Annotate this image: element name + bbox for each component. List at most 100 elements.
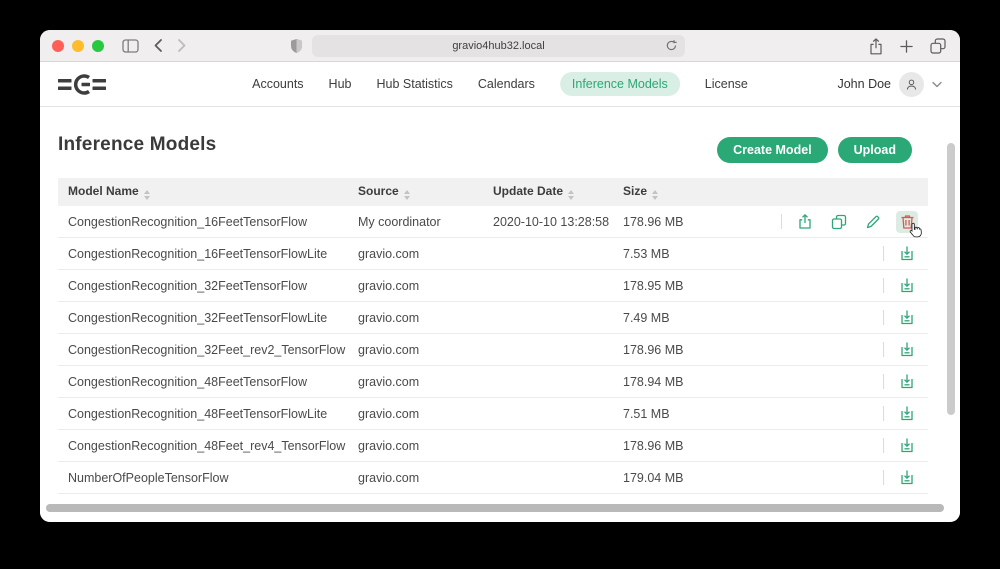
- download-model-button[interactable]: [896, 467, 918, 489]
- action-buttons: Create Model Upload: [717, 137, 912, 163]
- plus-icon: [900, 39, 913, 53]
- cell-model-name: NumberOfPeopleTensorFlow: [68, 470, 229, 485]
- download-model-button[interactable]: [896, 403, 918, 425]
- page-content: Inference Models Create Model Upload Mod…: [40, 107, 960, 521]
- zoom-window-button[interactable]: [92, 39, 104, 52]
- create-model-button[interactable]: Create Model: [717, 137, 828, 163]
- gravio-logo[interactable]: [58, 71, 106, 98]
- action-divider: [883, 278, 884, 293]
- download-model-button[interactable]: [896, 435, 918, 457]
- edit-model-button[interactable]: [862, 211, 884, 233]
- table-row: NumberOfPeopleTensorFlow gravio.com 179.…: [58, 462, 928, 494]
- user-name: John Doe: [837, 77, 891, 91]
- chevron-right-icon: [178, 39, 186, 52]
- nav-tabs: Accounts Hub Hub Statistics Calendars Infere…: [252, 72, 748, 96]
- forward-button[interactable]: [177, 38, 187, 53]
- tab-overview-button[interactable]: [930, 38, 946, 54]
- copy-model-button[interactable]: [828, 211, 850, 233]
- row-actions: [733, 243, 928, 265]
- sort-icon: [403, 190, 410, 200]
- address-bar[interactable]: gravio4hub32.local: [312, 35, 685, 57]
- download-icon: [901, 342, 913, 357]
- new-tab-button[interactable]: [900, 39, 913, 53]
- column-header-size[interactable]: Size: [623, 184, 733, 200]
- cell-size: 178.96 MB: [623, 438, 684, 453]
- row-actions: [733, 435, 928, 457]
- cell-size: 179.04 MB: [623, 470, 684, 485]
- user-menu[interactable]: John Doe: [837, 71, 942, 97]
- row-actions-download: [883, 339, 918, 361]
- url-text: gravio4hub32.local: [452, 40, 545, 52]
- page-title: Inference Models: [58, 134, 217, 155]
- row-actions: [733, 403, 928, 425]
- row-actions-download: [883, 307, 918, 329]
- nav-tab[interactable]: Inference Models: [559, 72, 680, 96]
- action-divider: [883, 406, 884, 421]
- nav-tab[interactable]: License: [704, 77, 748, 91]
- nav-tab[interactable]: Accounts: [252, 77, 304, 91]
- cell-source: My coordinator: [358, 214, 441, 229]
- download-model-button[interactable]: [896, 339, 918, 361]
- sort-icon: [143, 190, 150, 200]
- vertical-scrollbar[interactable]: [947, 143, 955, 415]
- cell-model-name: CongestionRecognition_48FeetTensorFlowLi…: [68, 406, 328, 421]
- cell-source: gravio.com: [358, 374, 420, 389]
- table-row: CongestionRecognition_32FeetTensorFlowLi…: [58, 302, 928, 334]
- row-actions-download: [883, 243, 918, 265]
- edit-pencil-icon: [866, 215, 880, 228]
- column-header-source[interactable]: Source: [358, 184, 493, 200]
- action-divider: [883, 246, 884, 261]
- action-divider: [883, 438, 884, 453]
- cell-model-name: CongestionRecognition_48FeetTensorFlow: [68, 374, 308, 389]
- back-button[interactable]: [153, 38, 163, 53]
- nav-tab[interactable]: Hub Statistics: [376, 77, 453, 91]
- download-model-button[interactable]: [896, 243, 918, 265]
- download-model-button[interactable]: [896, 275, 918, 297]
- privacy-shield-icon[interactable]: [290, 38, 303, 54]
- export-model-button[interactable]: [794, 211, 816, 233]
- copy-icon: [831, 214, 847, 229]
- nav-tab[interactable]: Hub: [328, 77, 352, 91]
- delete-model-button[interactable]: [896, 210, 922, 237]
- reload-button[interactable]: [665, 39, 678, 52]
- chevron-left-icon: [154, 39, 162, 52]
- cell-model-name: CongestionRecognition_16FeetTensorFlow: [68, 214, 308, 229]
- download-model-button[interactable]: [896, 307, 918, 329]
- row-actions: [733, 307, 928, 329]
- row-actions-download: [883, 435, 918, 457]
- cell-model-name: CongestionRecognition_32Feet_rev2_Tensor…: [68, 342, 346, 357]
- close-window-button[interactable]: [52, 39, 64, 52]
- action-divider: [883, 310, 884, 325]
- row-actions-download: [883, 467, 918, 489]
- horizontal-scrollbar[interactable]: [46, 504, 944, 512]
- cell-source: gravio.com: [358, 470, 420, 485]
- download-icon: [901, 406, 913, 421]
- row-actions-full: [781, 210, 922, 237]
- action-divider: [883, 374, 884, 389]
- download-icon: [901, 374, 913, 389]
- cell-source: gravio.com: [358, 310, 420, 325]
- cell-source: gravio.com: [358, 438, 420, 453]
- column-header-model-name[interactable]: Model Name: [58, 184, 358, 200]
- models-table: Model Name Source Update Date Size Conge…: [58, 178, 928, 494]
- download-icon: [901, 438, 913, 453]
- reload-icon: [666, 40, 677, 51]
- table-header: Model Name Source Update Date Size: [58, 178, 928, 206]
- cell-model-name: CongestionRecognition_32FeetTensorFlow: [68, 278, 308, 293]
- cell-source: gravio.com: [358, 246, 420, 261]
- cell-size: 178.96 MB: [623, 342, 684, 357]
- table-row: CongestionRecognition_16FeetTensorFlow M…: [58, 206, 928, 238]
- download-model-button[interactable]: [896, 371, 918, 393]
- cell-model-name: CongestionRecognition_32FeetTensorFlowLi…: [68, 310, 328, 325]
- share-page-button[interactable]: [869, 37, 883, 55]
- upload-button[interactable]: Upload: [837, 137, 912, 163]
- nav-tab[interactable]: Calendars: [477, 77, 535, 91]
- sidebar-toggle-button[interactable]: [122, 38, 139, 53]
- row-actions: [733, 339, 928, 361]
- sort-icon: [652, 190, 659, 200]
- traffic-lights: [52, 39, 104, 52]
- cell-model-name: CongestionRecognition_16FeetTensorFlowLi…: [68, 246, 328, 261]
- table-row: CongestionRecognition_48FeetTensorFlow g…: [58, 366, 928, 398]
- column-header-update-date[interactable]: Update Date: [493, 184, 623, 200]
- minimize-window-button[interactable]: [72, 39, 84, 52]
